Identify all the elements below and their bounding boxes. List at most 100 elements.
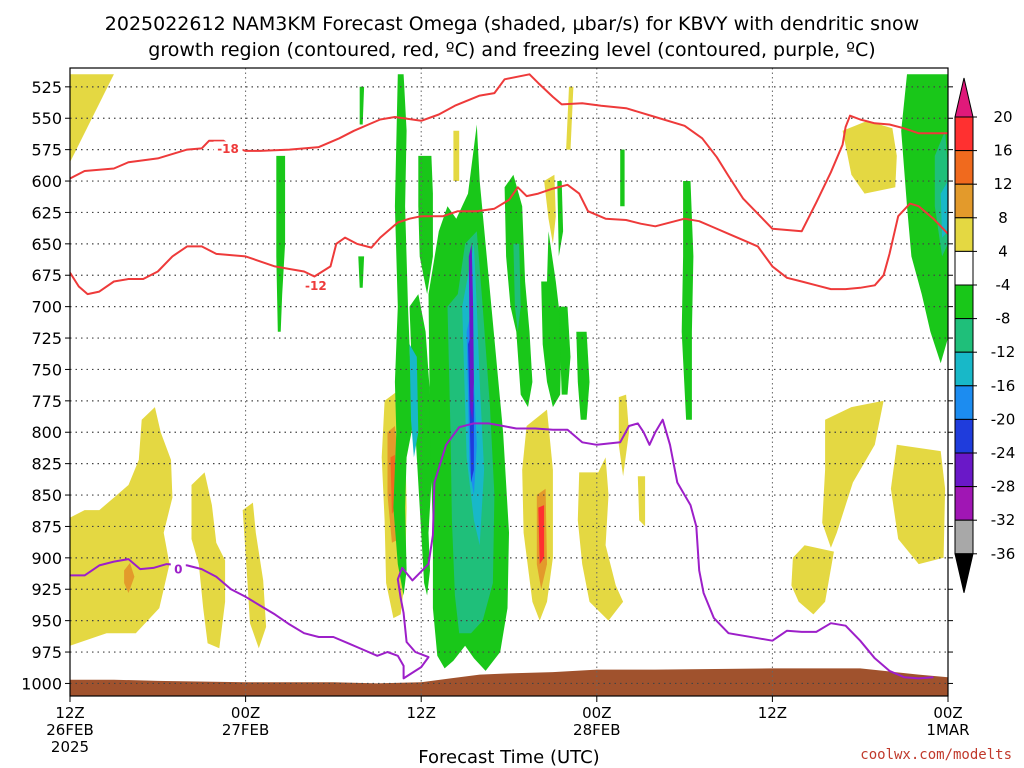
colorbar-bin [954, 217, 974, 252]
y-tick-label: 525 [31, 78, 62, 97]
y-tick-label: 575 [31, 141, 62, 160]
y-tick-label: 825 [31, 455, 62, 474]
y-tick-label: 625 [31, 203, 62, 222]
sinking-omega-region-30 [418, 155, 433, 295]
sinking-omega-region-40 [541, 231, 562, 408]
y-tick-label: 850 [31, 486, 62, 505]
y-tick-label: 775 [31, 392, 62, 411]
sinking-omega-region-37 [468, 243, 474, 420]
colorbar-label: -8 [996, 310, 1011, 328]
rising-omega-region-0 [70, 74, 114, 163]
colorbar-bin [954, 519, 974, 555]
credit-text: coolwx.com/modelts [860, 747, 1012, 763]
colorbar-label: -24 [991, 444, 1016, 462]
colorbar-bin [954, 150, 974, 185]
x-tick-label: 2025 [51, 738, 89, 756]
sinking-omega-region-44 [620, 149, 625, 207]
colorbar-label: -28 [991, 478, 1016, 496]
colorbar-bin [954, 486, 974, 521]
colorbar: 20 16 12 8 4 -4 -8 -12 -16 -20 -24 -28 -32 -36 [954, 77, 1016, 593]
y-tick-label: 1000 [21, 674, 62, 693]
rising-omega-region-9 [453, 130, 460, 181]
colorbar-label: -12 [991, 343, 1016, 361]
colorbar-label: -32 [991, 511, 1016, 529]
colorbar-label: -4 [996, 276, 1011, 294]
y-tick-label: 750 [31, 360, 62, 379]
rising-omega-region-20 [791, 545, 834, 615]
x-tick-label: 26FEB [46, 721, 93, 739]
rising-omega-region-16 [577, 457, 624, 621]
y-tick-label: 550 [31, 109, 62, 128]
rising-omega-region-24 [842, 120, 897, 194]
freezing-level-contour-0-label: 0 [174, 563, 182, 577]
dendritic-contour-1-line [70, 183, 948, 296]
colorbar-label: 20 [993, 108, 1012, 126]
sinking-omega-region-25 [276, 155, 286, 332]
x-tick-label: 00Z [582, 704, 611, 722]
colorbar-label: 8 [998, 209, 1008, 227]
rising-omega-region-1 [70, 407, 173, 646]
rising-omega-region-15 [544, 174, 556, 244]
colorbar-label: -20 [991, 410, 1016, 428]
colorbar-label: 12 [993, 175, 1012, 193]
x-tick-label: 12Z [407, 704, 436, 722]
rising-omega-region-22 [912, 488, 926, 527]
colorbar-label: 4 [998, 242, 1008, 260]
y-tick-label: 700 [31, 298, 62, 317]
colorbar-bin [954, 183, 974, 219]
colorbar-label: 16 [993, 142, 1012, 160]
sinking-omega-region-41 [557, 181, 564, 257]
freezing-level-contour-0-label-bg [170, 562, 186, 577]
colorbar-label: -16 [991, 377, 1016, 395]
sinking-omega-region-43 [576, 331, 590, 420]
sinking-omega-region-39 [513, 243, 521, 332]
plot-frame [69, 67, 949, 697]
colorbar-bin [954, 250, 974, 286]
x-tick-label: 00Z [231, 704, 260, 722]
colorbar-label: -36 [991, 545, 1016, 563]
dendritic-contour-1-label-bg [301, 278, 331, 293]
sinking-omega-region-48 [940, 181, 948, 238]
x-axis-label: Forecast Time (UTC) [418, 747, 599, 768]
colorbar-bin [954, 418, 974, 454]
omega-shading-layer [70, 74, 948, 671]
sinking-omega-region-26 [359, 86, 365, 125]
rising-omega-region-14 [566, 86, 574, 150]
sinking-omega-region-45 [681, 181, 694, 420]
colorbar-bin [954, 452, 974, 488]
terrain-layer [70, 668, 948, 696]
sinking-omega-region-42 [558, 306, 571, 395]
plot-area: -18 -12 0 [70, 68, 948, 696]
dendritic-contour-0-label-bg [213, 141, 243, 156]
rising-omega-region-18 [637, 476, 646, 527]
chart-title-line-2: growth region (contoured, red, ºC) and f… [148, 39, 875, 61]
y-axis: 525 550 575 600 625 650 675 700 725 750 775 800 825 8… [21, 78, 953, 693]
y-tick-label: 600 [31, 172, 62, 191]
y-tick-label: 675 [31, 266, 62, 285]
colorbar-over-triangle [954, 77, 974, 118]
colorbar-bin [954, 318, 974, 353]
colorbar-bin [954, 385, 974, 420]
y-tick-label: 950 [31, 612, 62, 631]
rising-omega-region-4 [242, 502, 267, 649]
x-tick-label: 12Z [55, 704, 84, 722]
rising-omega-region-2 [124, 562, 135, 593]
y-tick-label: 900 [31, 549, 62, 568]
y-tick-label: 875 [31, 517, 62, 536]
contour-layer: -18 -12 0 [70, 73, 948, 680]
rising-omega-region-13 [538, 505, 545, 565]
dendritic-contour-0-label: -18 [217, 142, 239, 156]
dendritic-contour-1-label: -12 [305, 279, 327, 293]
x-tick-label: 12Z [758, 704, 787, 722]
x-tick-label: 28FEB [573, 721, 620, 739]
x-tick-label: 1MAR [926, 721, 969, 739]
colorbar-bin [954, 284, 974, 320]
colorbar-under-triangle [954, 553, 974, 593]
freezing-level-contour-0-line [70, 418, 934, 680]
chart-title-line-1: 2025022612 NAM3KM Forecast Omega (shaded… [105, 13, 919, 35]
y-tick-label: 975 [31, 643, 62, 662]
sinking-omega-region-46 [901, 74, 948, 364]
sinking-omega-region-27 [358, 256, 365, 288]
y-tick-label: 800 [31, 423, 62, 442]
